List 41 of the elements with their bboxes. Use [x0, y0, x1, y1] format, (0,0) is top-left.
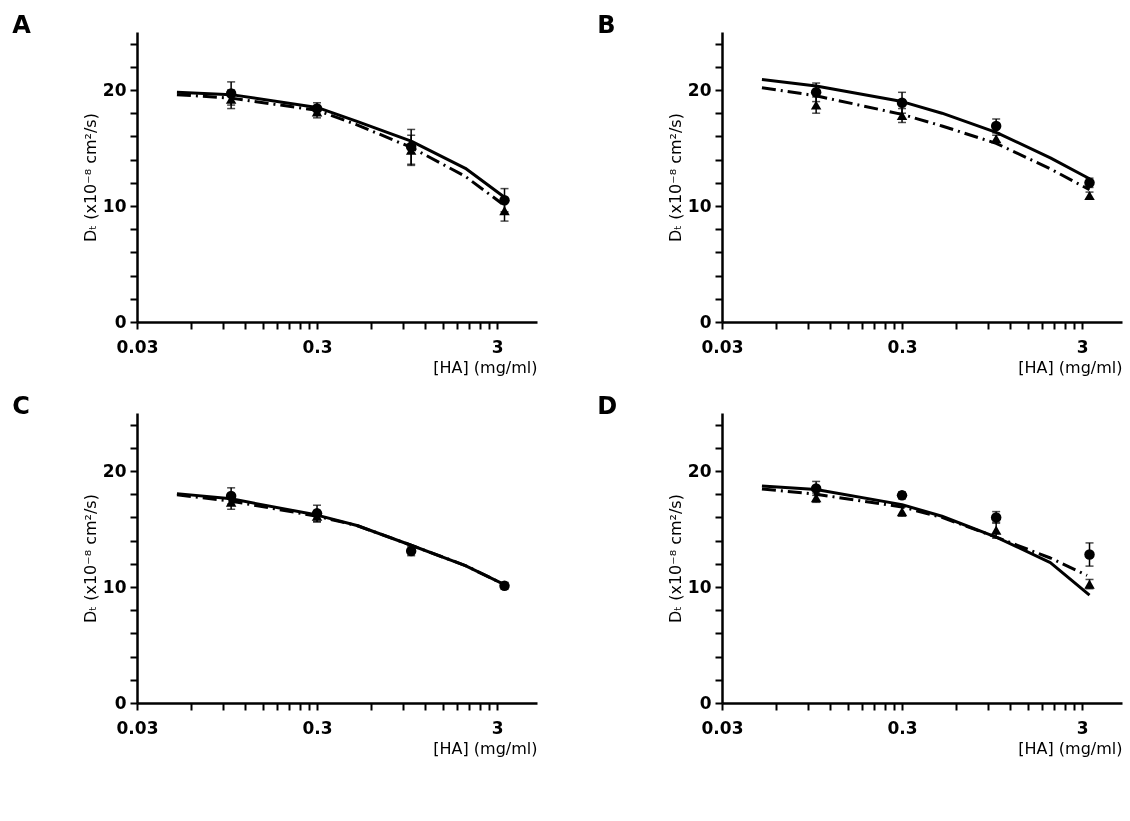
x-tick-label: 0.03 — [701, 717, 744, 738]
x-tick-label: 0.03 — [116, 717, 159, 738]
y-tick-label: 10 — [102, 195, 127, 216]
point — [990, 525, 1002, 535]
x-axis-title: [HA] (mg/ml) — [433, 357, 538, 377]
x-tick-label: 3 — [1076, 717, 1089, 738]
y-tick-label: 20 — [102, 79, 127, 100]
x-tick-label: 0.03 — [701, 336, 744, 357]
y-tick-label: 0 — [114, 692, 127, 713]
point — [1084, 549, 1095, 560]
x-tick-label: 0.3 — [887, 717, 918, 738]
y-tick-label: 0 — [699, 692, 712, 713]
y-tick-label: 20 — [687, 460, 712, 481]
x-axis-title: [HA] (mg/ml) — [1018, 357, 1123, 377]
x-tick-label: 0.03 — [116, 336, 159, 357]
y-tick-label: 10 — [102, 576, 127, 597]
point — [896, 97, 908, 108]
x-tick-label: 0.3 — [302, 717, 333, 738]
chart-title: C — [12, 392, 30, 420]
chart-title: D — [597, 392, 618, 420]
chart-title: B — [597, 11, 616, 39]
y-tick-label: 0 — [114, 311, 127, 332]
point — [896, 110, 908, 121]
y-axis-title: Dₜ (x10⁻⁸ cm²/s) — [80, 494, 100, 623]
x-tick-label: 0.3 — [887, 336, 918, 357]
x-axis-title: [HA] (mg/ml) — [1018, 738, 1123, 758]
chart-title: A — [12, 11, 32, 39]
y-tick-label: 20 — [102, 460, 127, 481]
y-axis-title: Dₜ (x10⁻⁸ cm²/s) — [80, 113, 100, 242]
y-tick-label: 0 — [699, 311, 712, 332]
x-axis-title: [HA] (mg/ml) — [433, 738, 538, 758]
x-tick-label: 3 — [491, 336, 504, 357]
x-tick-label: 0.3 — [302, 336, 333, 357]
y-tick-label: 10 — [687, 576, 712, 597]
y-axis-title: Dₜ (x10⁻⁸ cm²/s) — [665, 113, 685, 242]
x-tick-label: 3 — [1076, 336, 1089, 357]
y-axis-title: Dₜ (x10⁻⁸ cm²/s) — [665, 494, 685, 623]
y-tick-label: 20 — [687, 79, 712, 100]
y-tick-label: 10 — [687, 195, 712, 216]
x-tick-label: 3 — [491, 717, 504, 738]
point — [499, 206, 510, 216]
